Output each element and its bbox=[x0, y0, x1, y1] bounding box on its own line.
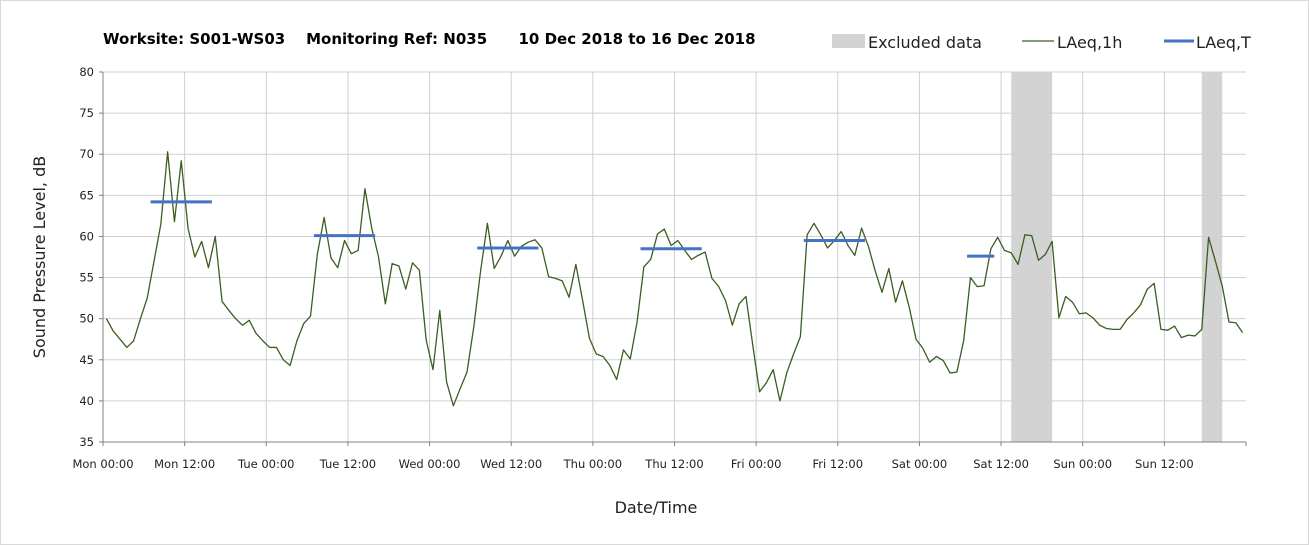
y-tick-label: 45 bbox=[79, 353, 94, 367]
x-tick-label: Thu 12:00 bbox=[644, 457, 703, 471]
y-tick-label: 50 bbox=[79, 312, 94, 326]
x-tick-label: Wed 12:00 bbox=[480, 457, 542, 471]
legend-laeq-1h-label: LAeq,1h bbox=[1057, 33, 1122, 52]
y-tick-label: 80 bbox=[79, 65, 94, 79]
gridlines bbox=[103, 71, 1246, 442]
y-tick-label: 65 bbox=[79, 188, 94, 202]
y-tick-label: 75 bbox=[79, 106, 94, 120]
x-tick-label: Fri 00:00 bbox=[731, 457, 782, 471]
x-tick-label: Wed 00:00 bbox=[399, 457, 461, 471]
y-axis-label: Sound Pressure Level, dB bbox=[30, 156, 49, 358]
series-lines bbox=[105, 151, 1244, 407]
excluded-band bbox=[1201, 72, 1223, 442]
chart-title: Worksite: S001-WS03 Monitoring Ref: N035… bbox=[103, 30, 756, 48]
legend-excluded-label: Excluded data bbox=[868, 33, 982, 52]
excluded-data-bands bbox=[1011, 72, 1223, 442]
legend-excluded-swatch bbox=[832, 34, 865, 48]
x-tick-label: Sun 12:00 bbox=[1135, 457, 1194, 471]
y-tick-label: 55 bbox=[79, 271, 94, 285]
x-tick-label: Mon 00:00 bbox=[72, 457, 133, 471]
x-tick-label: Mon 12:00 bbox=[154, 457, 215, 471]
x-tick-label: Tue 12:00 bbox=[319, 457, 376, 471]
x-tick-label: Sun 00:00 bbox=[1053, 457, 1112, 471]
y-tick-label: 70 bbox=[79, 147, 94, 161]
legend-laeq-t-label: LAeq,T bbox=[1196, 33, 1251, 52]
x-tick-label: Thu 00:00 bbox=[563, 457, 622, 471]
x-tick-label: Sat 12:00 bbox=[973, 457, 1029, 471]
legend: Excluded data LAeq,1h LAeq,T bbox=[832, 33, 1251, 52]
series-laeq-1h-line bbox=[105, 151, 1244, 407]
y-tick-label: 60 bbox=[79, 229, 94, 243]
y-tick-label: 40 bbox=[79, 394, 94, 408]
excluded-band bbox=[1011, 72, 1053, 442]
x-tick-label: Sat 00:00 bbox=[892, 457, 948, 471]
x-tick-label: Tue 00:00 bbox=[237, 457, 294, 471]
x-tick-label: Fri 12:00 bbox=[813, 457, 864, 471]
y-tick-label: 35 bbox=[79, 435, 94, 449]
axes: 35 40 45 50 55 60 65 70 75 80 Mon 00:00 Mon 12:00 Tu… bbox=[72, 65, 1247, 471]
x-axis-label: Date/Time bbox=[615, 498, 698, 517]
